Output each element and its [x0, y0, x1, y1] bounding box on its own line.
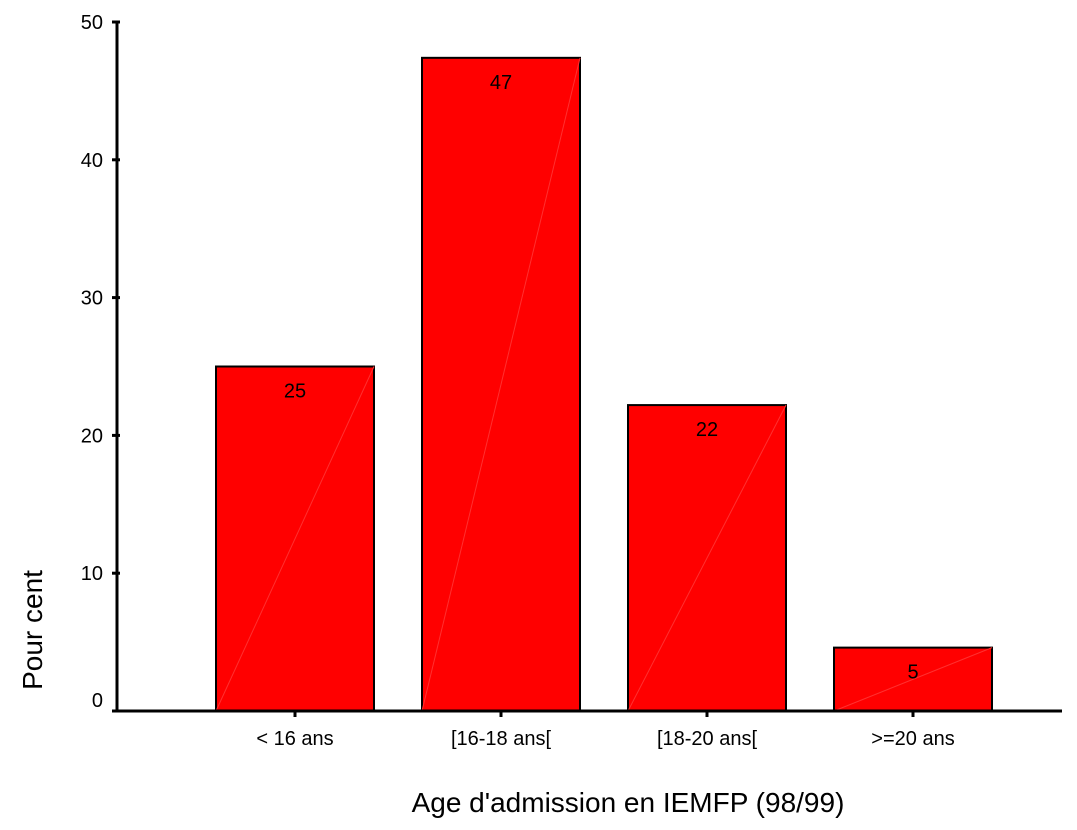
bar-shading-line: [627, 404, 787, 712]
y-tick-label: 30: [81, 288, 103, 310]
y-axis-title: Pour cent: [17, 570, 48, 690]
x-tick-label: < 16 ans: [256, 728, 333, 750]
bar-data-label: 5: [907, 662, 918, 684]
y-tick-label: 0: [92, 690, 103, 712]
x-axis-title: Age d'admission en IEMFP (98/99): [412, 787, 845, 818]
x-tick-label: [16-18 ans[: [451, 728, 552, 750]
bar-data-label: 47: [490, 72, 512, 94]
bar-shading-line: [421, 57, 581, 712]
y-tick-label: 50: [81, 12, 103, 34]
y-tick-label: 40: [81, 150, 103, 172]
bar-shading-line: [215, 366, 375, 712]
y-tick-label: 20: [81, 425, 103, 447]
bars-group: 25 47 22 5: [215, 56, 993, 712]
x-ticks-group: < 16 ans [16-18 ans[ [18-20 ans[ >=20 ans: [256, 711, 955, 750]
y-ticks-group: 0 10 20 30 40 50: [81, 12, 120, 713]
x-tick-label: [18-20 ans[: [657, 728, 758, 750]
x-tick-label: >=20 ans: [871, 728, 954, 750]
bar-shading-line: [833, 647, 993, 712]
bar-data-label: 25: [284, 381, 306, 403]
axes-group: [115, 22, 1062, 713]
bar-data-label: 22: [696, 419, 718, 441]
y-tick-label: 10: [81, 563, 103, 585]
